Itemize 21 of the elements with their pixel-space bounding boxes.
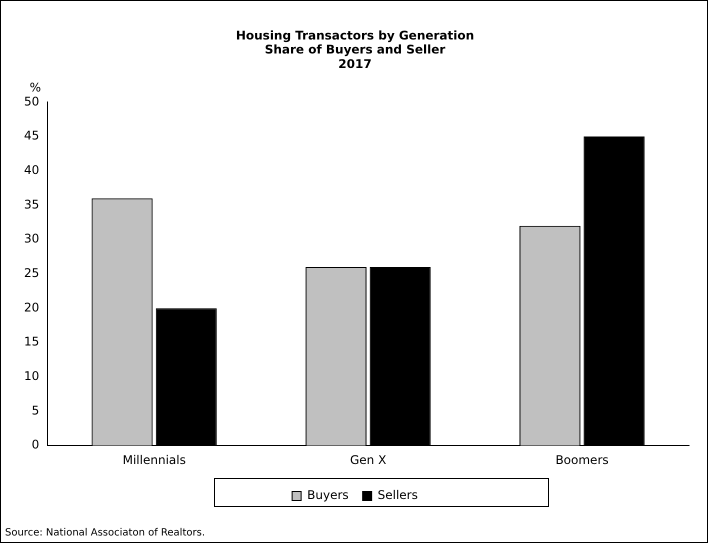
y-tick-label: 0 <box>32 438 40 452</box>
y-tick-label: 30 <box>24 232 40 246</box>
y-tick-label: 20 <box>24 300 40 314</box>
y-tick-label: 35 <box>24 197 40 212</box>
text: 2017 <box>338 57 372 72</box>
text: Share of Buyers and Seller <box>264 42 446 57</box>
text: Housing Transactors by Generation <box>236 28 474 42</box>
x-tick-label: Boomers <box>555 452 609 467</box>
y-tick-label: 10 <box>24 369 40 384</box>
legend-label: Buyers <box>307 488 349 502</box>
y-tick-label: 40 <box>24 163 40 178</box>
x-tick-label: Millennials <box>122 452 186 467</box>
y-tick-label: 5 <box>32 403 40 418</box>
legend-label: Sellers <box>378 488 418 502</box>
y-axis-title: % <box>30 80 41 94</box>
x-tick-label: Gen X <box>350 452 386 467</box>
y-tick-label: 50 <box>24 94 40 108</box>
source-note: Source: National Associaton of Realtors. <box>5 528 205 539</box>
y-tick-label: 25 <box>24 266 40 280</box>
y-tick-label: 45 <box>24 128 40 143</box>
y-tick-label: 15 <box>24 334 40 349</box>
